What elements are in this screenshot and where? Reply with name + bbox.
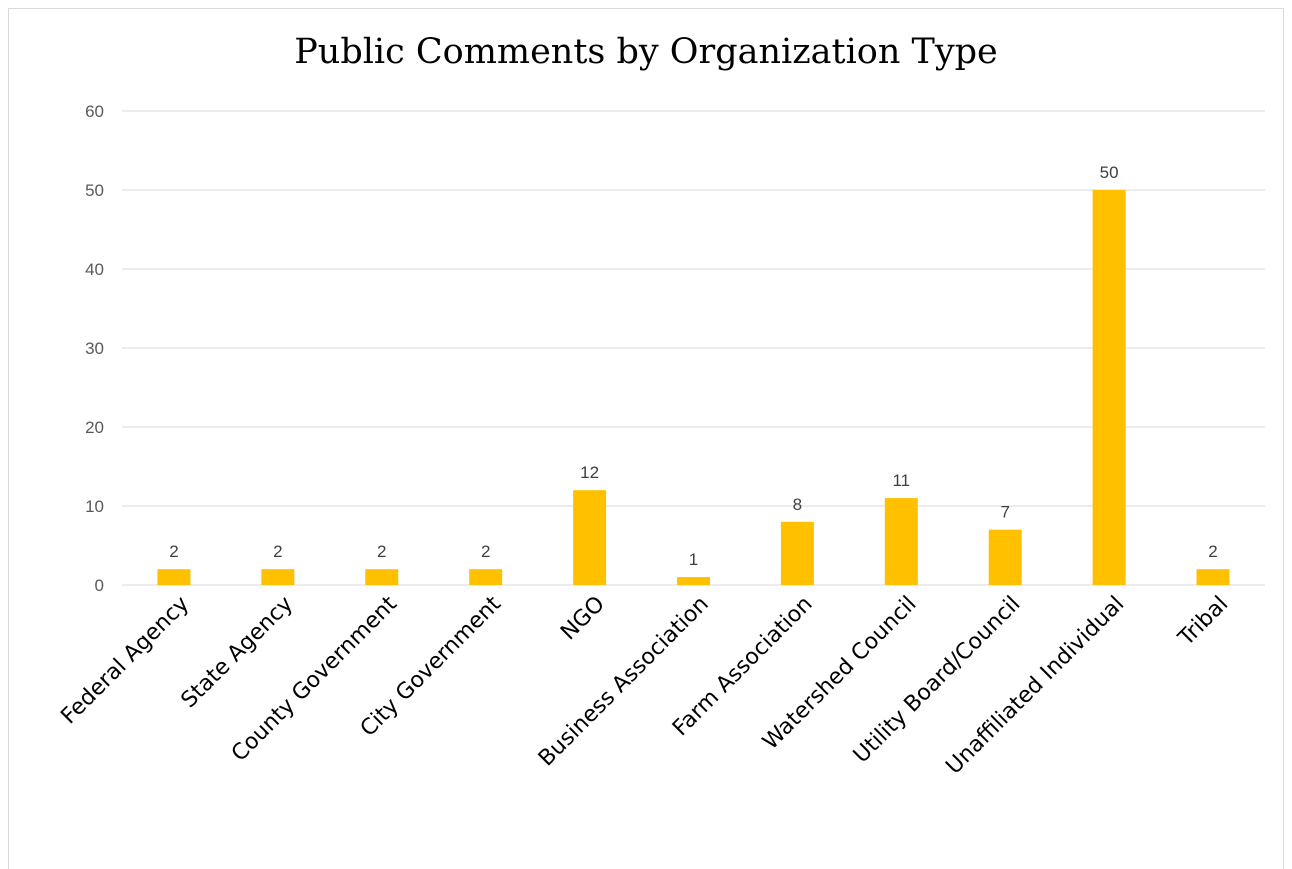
data-label: 2: [273, 542, 282, 561]
data-label: 12: [580, 463, 599, 482]
category-label: Unaffiliated Individual: [941, 592, 1129, 780]
bar: [884, 498, 918, 585]
bar: [677, 577, 710, 585]
bar: [1092, 190, 1126, 585]
chart-title: Public Comments by Organization Type: [294, 32, 998, 72]
category-label: Federal Agency: [56, 592, 194, 730]
y-tick-label: 40: [85, 260, 104, 279]
category-label: Utility Board/Council: [849, 592, 1026, 769]
y-tick-label: 60: [85, 102, 104, 121]
category-label: Business Association: [534, 592, 714, 772]
bar: [988, 529, 1022, 585]
y-tick-label: 50: [85, 181, 104, 200]
y-tick-label: 0: [95, 576, 104, 595]
bar: [157, 569, 191, 585]
category-label: Tribal: [1173, 592, 1233, 652]
data-label: 50: [1100, 163, 1119, 182]
y-tick-label: 30: [85, 339, 104, 358]
bar: [780, 521, 814, 585]
y-tick-label: 10: [85, 497, 104, 516]
data-label: 2: [481, 542, 490, 561]
bar: [573, 490, 607, 585]
y-tick-label: 20: [85, 418, 104, 437]
data-label: 11: [892, 471, 910, 490]
bar: [261, 569, 295, 585]
bar: [469, 569, 503, 585]
data-label: 2: [1208, 542, 1217, 561]
data-label: 1: [689, 550, 698, 569]
data-label: 7: [1000, 503, 1009, 522]
data-label: 2: [169, 542, 178, 561]
data-label: 8: [793, 495, 802, 514]
data-label: 2: [377, 542, 386, 561]
bar: [365, 569, 399, 585]
chart-frame: [8, 8, 1284, 869]
category-label: NGO: [556, 592, 610, 646]
bar: [1196, 569, 1230, 585]
